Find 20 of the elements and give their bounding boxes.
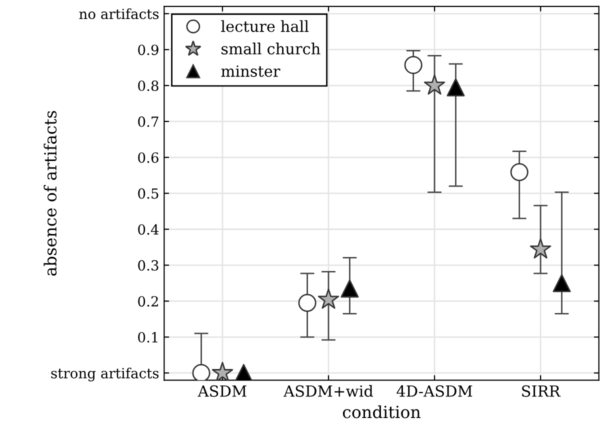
x-tick-label: ASDM+wid	[283, 385, 374, 397]
y-tick-label: 0.6	[138, 152, 158, 163]
y-tick-label: 0.8	[138, 80, 158, 91]
y-tick-label: 0.2	[138, 296, 158, 307]
y-tick-label: 0.7	[138, 116, 158, 127]
x-tick-label: SIRR	[522, 385, 561, 397]
y-axis-title: absence of artifacts	[44, 110, 57, 276]
y-tick-label: 0.4	[138, 224, 159, 235]
x-axis-title: condition	[342, 405, 421, 418]
y-tick-label: 0.9	[138, 44, 158, 56]
y-tick-label: no artifacts	[79, 8, 159, 20]
legend-label: small church	[222, 42, 320, 54]
x-tick-label: ASDM	[198, 385, 246, 397]
y-tick-label: 0.3	[138, 260, 158, 271]
x-tick-label: 4D-ASDM	[396, 385, 472, 397]
y-tick-label: strong artifacts	[51, 368, 159, 382]
legend-label: lecture hall	[221, 20, 309, 32]
y-tick-label: 0.1	[138, 332, 158, 343]
y-tick-label: 0.5	[138, 188, 158, 199]
legend-label: minster	[221, 65, 280, 77]
